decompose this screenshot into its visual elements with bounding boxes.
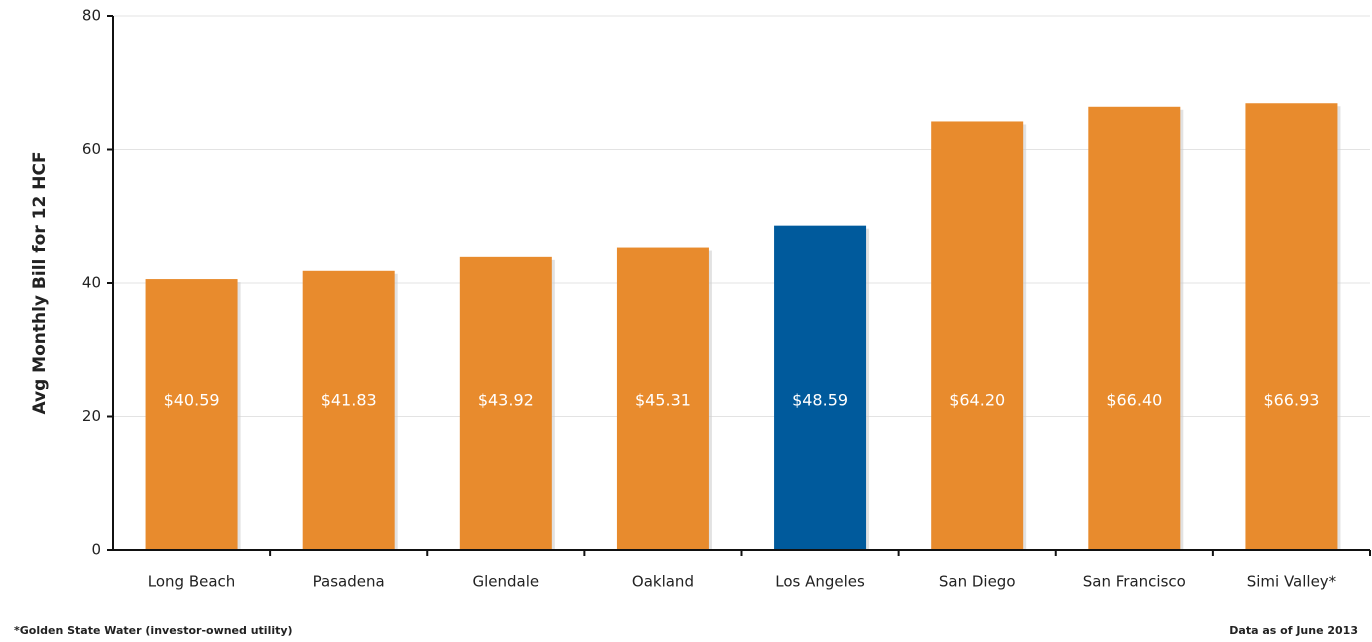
data-label: $48.59 [792, 391, 848, 410]
bar [616, 247, 709, 550]
y-tick-label: 40 [82, 274, 101, 292]
bar [145, 279, 238, 550]
data-label: $45.31 [635, 391, 691, 410]
x-tick-label: Los Angeles [775, 573, 865, 591]
bar [459, 256, 552, 550]
x-tick-label: San Francisco [1083, 573, 1186, 591]
y-tick-label: 20 [82, 407, 101, 425]
x-tick-label: Pasadena [313, 573, 385, 591]
bar [302, 270, 395, 550]
data-label: $66.40 [1106, 391, 1162, 410]
x-tick-label: San Diego [939, 573, 1016, 591]
bar [774, 225, 867, 550]
data-label: $40.59 [164, 391, 220, 410]
data-label: $41.83 [321, 391, 377, 410]
source-note: Data as of June 2013 [1229, 624, 1358, 637]
y-tick-label: 80 [82, 7, 101, 25]
y-tick-label: 0 [91, 541, 101, 559]
bar [1245, 103, 1338, 550]
data-label: $43.92 [478, 391, 534, 410]
y-axis-label: Avg Monthly Bill for 12 HCF [30, 151, 50, 414]
data-label: $66.93 [1263, 391, 1319, 410]
x-tick-label: Oakland [632, 573, 694, 591]
x-tick-label: Simi Valley* [1247, 573, 1337, 591]
footnote: *Golden State Water (investor-owned util… [14, 624, 293, 637]
bar [931, 121, 1024, 550]
x-tick-label: Long Beach [148, 573, 236, 591]
bar [1088, 106, 1181, 550]
y-tick-label: 60 [82, 140, 101, 158]
x-tick-label: Glendale [472, 573, 539, 591]
data-label: $64.20 [949, 391, 1005, 410]
